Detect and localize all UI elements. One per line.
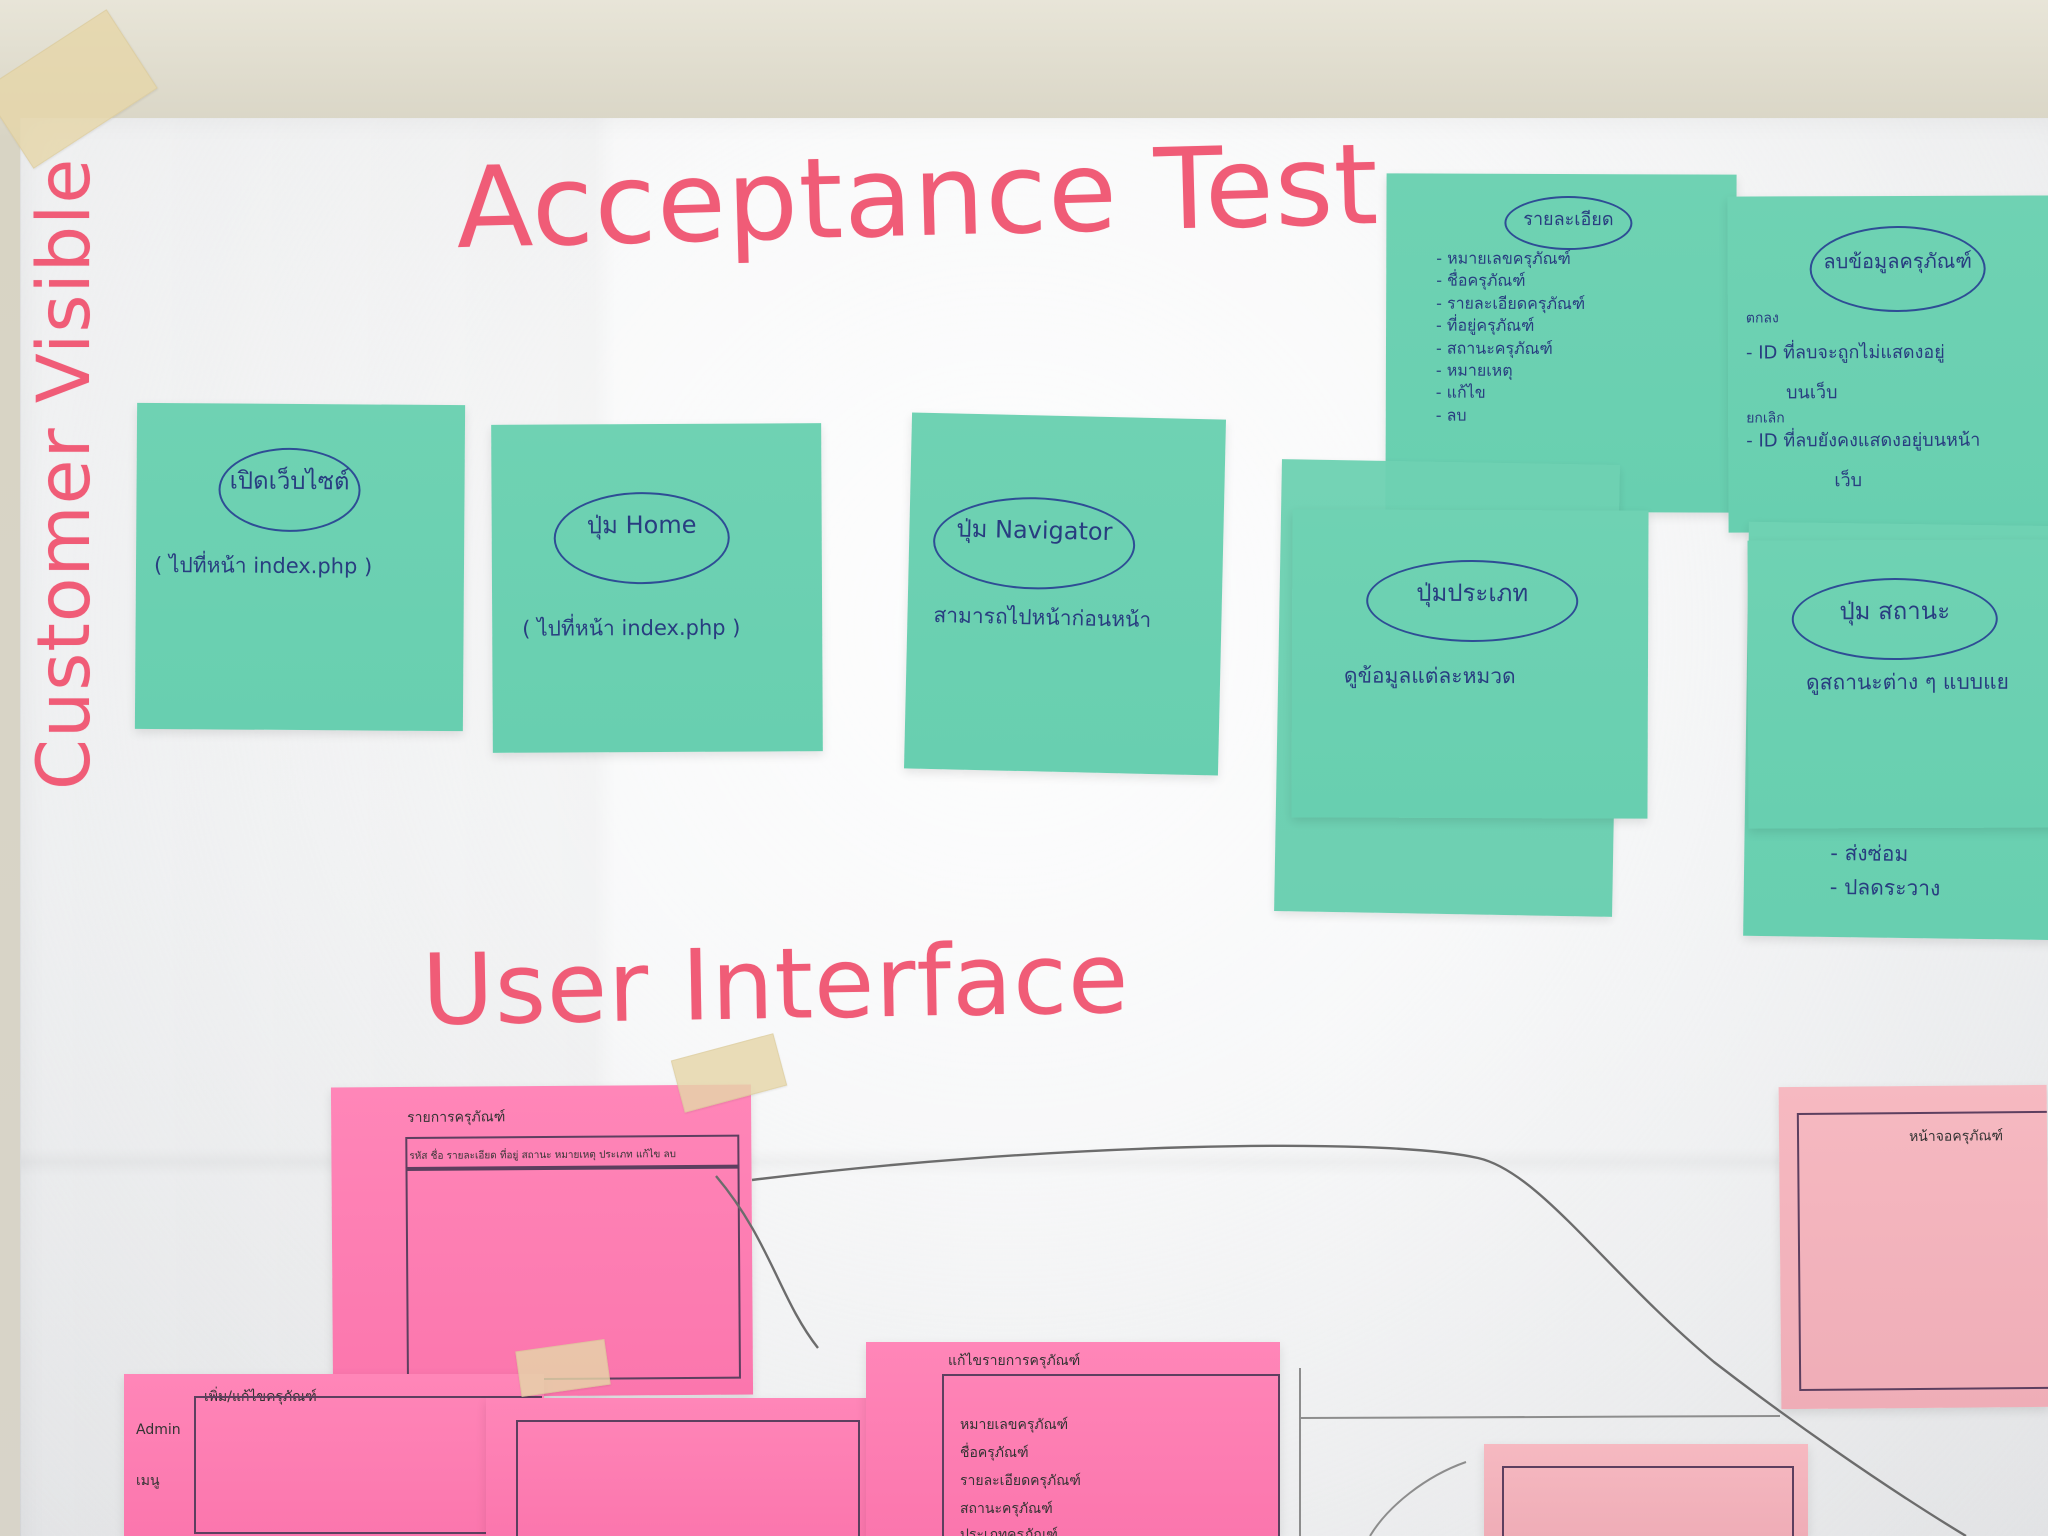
open-site-title: เปิดเว็บไซต์ [229, 466, 350, 496]
delete-equipment-title: ลบข้อมูลครุภัณฑ์ [1823, 248, 1972, 274]
home-button-subtitle: ( ไปที่หน้า index.php ) [522, 615, 741, 641]
home-button-note: ปุ่ม Home ( ไปที่หน้า index.php ) [491, 423, 823, 753]
delete-cancel-text: - ID ที่ลบยังคงแสดงอยู่บนหน้า [1746, 429, 1981, 452]
delete-ok-text: - ID ที่ลบจะถูกไม่แสดงอยู่ [1745, 341, 1945, 364]
category-button-ellipse: ปุ่มประเภท [1366, 559, 1579, 643]
user-interface-heading: User Interface [421, 921, 1131, 1049]
navigator-button-ellipse: ปุ่ม Navigator [932, 495, 1137, 592]
navigator-button-title: ปุ่ม Navigator [956, 514, 1113, 547]
status-item-repair: - ส่งซ่อม [1830, 840, 1909, 867]
edit-form-title: แก้ไขรายการครุภัณฑ์ [948, 1353, 1081, 1369]
center-form-box [516, 1420, 860, 1536]
status-button-subtitle: ดูสถานะต่าง ๆ แบบแย [1805, 669, 2009, 695]
delete-equipment-note: ลบข้อมูลครุภัณฑ์ ตกลง - ID ที่ลบจะถูกไม่… [1727, 195, 2048, 533]
navigator-button-note: ปุ่ม Navigator สามารถไปหน้าก่อนหน้า [904, 412, 1226, 776]
open-site-ellipse: เปิดเว็บไซต์ [218, 447, 361, 533]
right-screen-sketch: หน้าจอครุภัณฑ์ [1778, 1084, 2048, 1410]
left-form-menu: เมนู [136, 1473, 160, 1489]
status-item-retire: - ปลดระวาง [1829, 874, 1941, 901]
bottom-right-sketch [1484, 1444, 1808, 1536]
equipment-table-title: รายการครุภัณฑ์ [407, 1109, 506, 1126]
delete-ok-subtext: บนเว็บ [1786, 382, 1838, 404]
navigator-button-subtitle: สามารถไปหน้าก่อนหน้า [933, 603, 1152, 632]
status-button-title: ปุ่ม สถานะ [1839, 596, 1951, 626]
left-form-sketch: เพิ่ม/แก้ไขครุภัณฑ์ Admin เมนู [124, 1374, 544, 1536]
wall-background [0, 0, 2048, 140]
customer-visible-label: Customer Visible [22, 157, 107, 790]
details-list: - หมายเลขครุภัณฑ์ - ชื่อครุภัณฑ์ - รายละ… [1435, 248, 1586, 425]
delete-cancel-label: ยกเลิก [1746, 410, 1785, 427]
open-site-subtitle: ( ไปที่หน้า index.php ) [153, 552, 373, 579]
bottom-right-box [1502, 1466, 1794, 1536]
category-button-subtitle: ดูข้อมูลแต่ละหมวด [1343, 663, 1516, 689]
right-screen-box [1796, 1110, 2048, 1392]
edit-form-box [942, 1374, 1280, 1536]
home-button-ellipse: ปุ่ม Home [553, 491, 730, 585]
category-button-title: ปุ่มประเภท [1416, 578, 1529, 608]
home-button-title: ปุ่ม Home [586, 510, 697, 540]
status-button-note: ปุ่ม สถานะ ดูสถานะต่าง ๆ แบบแย [1747, 539, 2048, 829]
center-form-sketch [486, 1398, 896, 1536]
category-button-note: ปุ่มประเภท ดูข้อมูลแต่ละหมวด [1291, 509, 1649, 819]
details-title: รายละเอียด [1523, 208, 1614, 231]
status-button-ellipse: ปุ่ม สถานะ [1791, 577, 1998, 661]
details-ellipse: รายละเอียด [1504, 195, 1633, 251]
acceptance-test-heading: Acceptance Test [454, 119, 1381, 275]
left-form-admin: Admin [136, 1422, 181, 1438]
open-site-note: เปิดเว็บไซต์ ( ไปที่หน้า index.php ) [134, 402, 466, 732]
delete-equipment-ellipse: ลบข้อมูลครุภัณฑ์ [1809, 225, 1986, 313]
delete-ok-label: ตกลง [1745, 310, 1779, 327]
edit-form-sketch: แก้ไขรายการครุภัณฑ์ หมายเลขครุภัณฑ์ ชื่อ… [866, 1342, 1280, 1536]
delete-cancel-subtext: เว็บ [1834, 470, 1863, 492]
